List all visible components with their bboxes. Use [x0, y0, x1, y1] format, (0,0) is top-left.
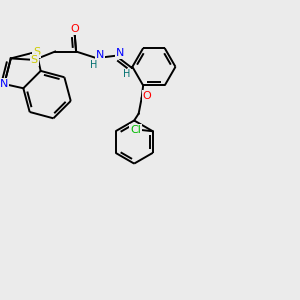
- Text: N: N: [96, 50, 104, 60]
- Text: H: H: [90, 60, 97, 70]
- Text: H: H: [123, 69, 131, 79]
- Text: N: N: [0, 79, 8, 89]
- Text: S: S: [31, 55, 38, 65]
- Text: O: O: [70, 24, 79, 34]
- Text: Cl: Cl: [130, 125, 141, 135]
- Text: N: N: [116, 48, 124, 58]
- Text: S: S: [33, 47, 40, 57]
- Text: O: O: [143, 91, 152, 101]
